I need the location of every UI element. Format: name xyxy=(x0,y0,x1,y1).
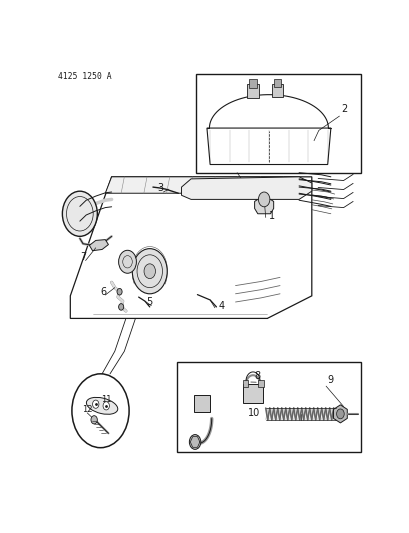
Circle shape xyxy=(258,192,269,207)
Circle shape xyxy=(189,434,200,449)
Circle shape xyxy=(117,288,122,295)
Text: 8: 8 xyxy=(253,371,259,381)
Polygon shape xyxy=(194,395,210,413)
Circle shape xyxy=(144,264,155,279)
Bar xyxy=(247,84,258,98)
Bar xyxy=(196,74,360,173)
Text: 3: 3 xyxy=(157,183,164,193)
Bar xyxy=(257,380,263,387)
Text: 11: 11 xyxy=(101,395,112,404)
Polygon shape xyxy=(105,177,299,193)
Circle shape xyxy=(118,304,124,310)
Polygon shape xyxy=(254,199,273,214)
Polygon shape xyxy=(89,240,108,251)
Text: 1: 1 xyxy=(268,211,274,221)
Circle shape xyxy=(91,416,97,424)
Circle shape xyxy=(118,251,136,273)
Text: 9: 9 xyxy=(327,375,333,385)
Bar xyxy=(271,84,283,97)
Circle shape xyxy=(62,191,97,236)
Circle shape xyxy=(132,248,167,294)
Bar xyxy=(249,79,256,87)
Text: 12: 12 xyxy=(82,405,93,414)
Ellipse shape xyxy=(86,398,117,414)
Bar xyxy=(176,361,360,452)
Text: 4: 4 xyxy=(218,301,224,311)
Circle shape xyxy=(336,409,344,419)
Text: 4125 1250 A: 4125 1250 A xyxy=(57,72,111,80)
Circle shape xyxy=(92,400,99,408)
Bar xyxy=(243,384,262,403)
Text: 5: 5 xyxy=(146,297,153,307)
Text: 7: 7 xyxy=(80,252,86,262)
Text: 10: 10 xyxy=(248,408,260,418)
Circle shape xyxy=(103,402,109,410)
Text: 6: 6 xyxy=(100,287,106,297)
Bar xyxy=(242,380,248,387)
Polygon shape xyxy=(181,177,311,199)
Bar xyxy=(273,78,281,87)
Text: 2: 2 xyxy=(340,104,346,114)
Polygon shape xyxy=(333,405,346,423)
